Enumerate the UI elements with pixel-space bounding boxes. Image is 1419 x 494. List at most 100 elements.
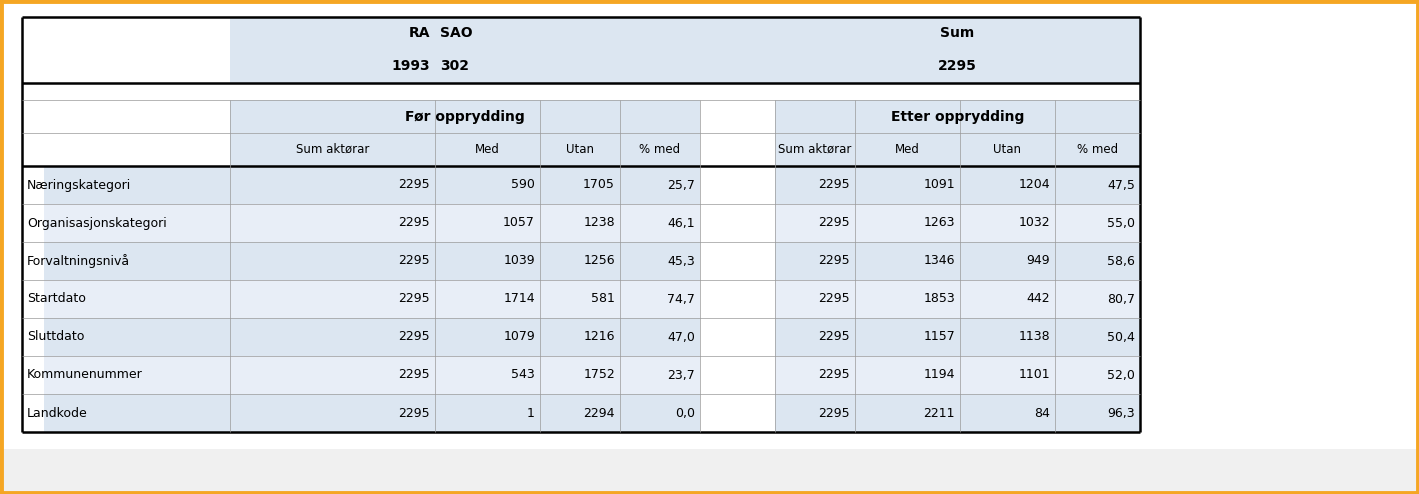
- Text: 1256: 1256: [583, 254, 614, 267]
- Bar: [0, 166, 1419, 204]
- Text: Organisasjonskategori: Organisasjonskategori: [27, 216, 167, 230]
- Text: 96,3: 96,3: [1107, 407, 1135, 419]
- Bar: [23, 356, 44, 394]
- Bar: [0, 0, 1419, 17]
- Bar: [23, 318, 44, 356]
- Text: 2295: 2295: [819, 178, 850, 192]
- Text: 1705: 1705: [583, 178, 614, 192]
- Text: 58,6: 58,6: [1107, 254, 1135, 267]
- Text: 1853: 1853: [924, 292, 955, 305]
- Bar: [0, 133, 1419, 166]
- Bar: [23, 50, 1139, 83]
- Text: Sum aktørar: Sum aktørar: [778, 143, 851, 156]
- Text: 1057: 1057: [504, 216, 535, 230]
- Bar: [700, 204, 775, 242]
- Text: Sum: Sum: [941, 27, 975, 41]
- Text: % med: % med: [1077, 143, 1118, 156]
- Bar: [23, 50, 230, 83]
- Text: Landkode: Landkode: [27, 407, 88, 419]
- Bar: [0, 83, 1419, 100]
- Text: Med: Med: [475, 143, 499, 156]
- Bar: [0, 17, 1419, 50]
- Bar: [700, 318, 775, 356]
- Bar: [23, 394, 44, 432]
- Bar: [23, 100, 1139, 133]
- Text: 2295: 2295: [819, 330, 850, 343]
- Bar: [0, 356, 1419, 394]
- Bar: [700, 133, 775, 166]
- Text: 1346: 1346: [924, 254, 955, 267]
- Bar: [0, 50, 1419, 83]
- Text: Før opprydding: Før opprydding: [406, 110, 525, 124]
- Text: RA: RA: [409, 27, 430, 41]
- Text: Utan: Utan: [993, 143, 1022, 156]
- Text: 2295: 2295: [399, 178, 430, 192]
- Text: 1: 1: [526, 407, 535, 419]
- Bar: [700, 280, 775, 318]
- Text: 52,0: 52,0: [1107, 369, 1135, 381]
- Text: 581: 581: [592, 292, 614, 305]
- Text: 47,0: 47,0: [667, 330, 695, 343]
- Bar: [23, 166, 1139, 204]
- Text: 2295: 2295: [399, 330, 430, 343]
- Text: 50,4: 50,4: [1107, 330, 1135, 343]
- Text: 1993: 1993: [392, 59, 430, 74]
- Bar: [0, 432, 1419, 449]
- Bar: [700, 356, 775, 394]
- Bar: [23, 318, 1139, 356]
- Text: 2294: 2294: [583, 407, 614, 419]
- Text: Kommunenummer: Kommunenummer: [27, 369, 143, 381]
- Bar: [23, 204, 1139, 242]
- Text: 2295: 2295: [819, 369, 850, 381]
- Text: 45,3: 45,3: [667, 254, 695, 267]
- Text: 2295: 2295: [399, 254, 430, 267]
- Bar: [700, 100, 775, 133]
- Text: 1752: 1752: [583, 369, 614, 381]
- Text: 1157: 1157: [924, 330, 955, 343]
- Text: 1263: 1263: [924, 216, 955, 230]
- Text: 302: 302: [440, 59, 470, 74]
- Text: 2295: 2295: [819, 254, 850, 267]
- Bar: [0, 280, 1419, 318]
- Text: 2295: 2295: [938, 59, 976, 74]
- Bar: [0, 394, 1419, 432]
- Text: 1238: 1238: [583, 216, 614, 230]
- Bar: [23, 242, 44, 280]
- Bar: [0, 318, 1419, 356]
- Text: 2295: 2295: [399, 216, 430, 230]
- Text: 442: 442: [1026, 292, 1050, 305]
- Text: 1216: 1216: [583, 330, 614, 343]
- Text: Utan: Utan: [566, 143, 595, 156]
- Bar: [23, 280, 44, 318]
- Bar: [23, 280, 1139, 318]
- Bar: [0, 242, 1419, 280]
- Text: 1101: 1101: [1019, 369, 1050, 381]
- Text: Forvaltningsnivå: Forvaltningsnivå: [27, 254, 131, 268]
- Text: 55,0: 55,0: [1107, 216, 1135, 230]
- Text: Sluttdato: Sluttdato: [27, 330, 84, 343]
- Bar: [23, 17, 230, 50]
- Bar: [23, 17, 1139, 50]
- Text: 74,7: 74,7: [667, 292, 695, 305]
- Bar: [700, 394, 775, 432]
- Bar: [23, 166, 44, 204]
- Text: Etter opprydding: Etter opprydding: [891, 110, 1025, 124]
- Text: 0,0: 0,0: [675, 407, 695, 419]
- Text: Startdato: Startdato: [27, 292, 87, 305]
- Bar: [23, 133, 1139, 166]
- Text: 1138: 1138: [1019, 330, 1050, 343]
- Text: 23,7: 23,7: [667, 369, 695, 381]
- Bar: [23, 133, 230, 166]
- Bar: [0, 204, 1419, 242]
- Bar: [23, 204, 44, 242]
- Text: 80,7: 80,7: [1107, 292, 1135, 305]
- Text: 1194: 1194: [924, 369, 955, 381]
- Text: SAO: SAO: [440, 27, 473, 41]
- Text: Næringskategori: Næringskategori: [27, 178, 131, 192]
- Text: Sum aktørar: Sum aktørar: [295, 143, 369, 156]
- Text: 47,5: 47,5: [1107, 178, 1135, 192]
- Text: 2211: 2211: [924, 407, 955, 419]
- Text: 25,7: 25,7: [667, 178, 695, 192]
- Text: 1039: 1039: [504, 254, 535, 267]
- Text: 1714: 1714: [504, 292, 535, 305]
